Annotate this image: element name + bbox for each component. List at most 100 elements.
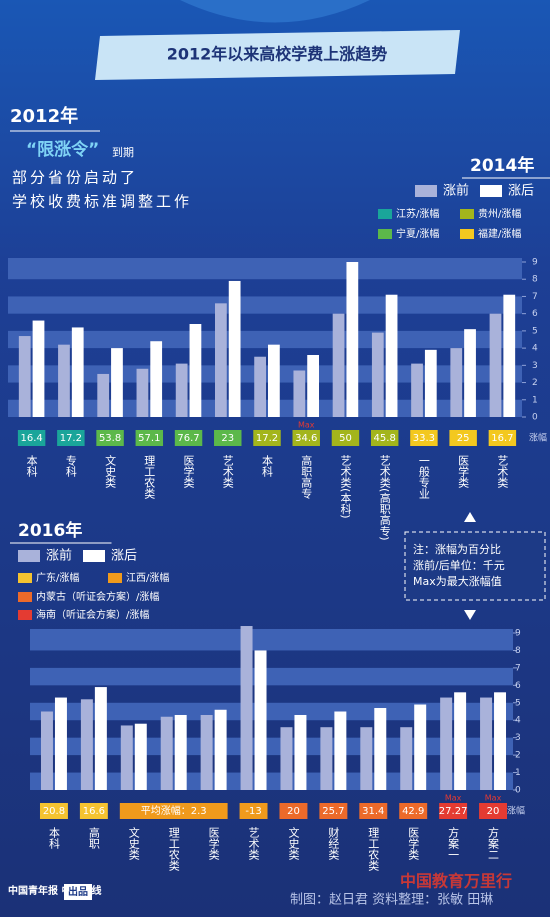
bar [334,711,347,790]
note-arrow-down [464,610,476,620]
bar [332,313,345,417]
bar [503,294,516,417]
grid-stripe [30,772,513,790]
bar [32,320,45,417]
bar [174,714,187,790]
x-tick-label vt: 艺术类 [496,455,509,489]
grid-stripe [8,296,522,314]
increase-label: 76.7 [177,433,199,444]
y-tick-label: 2 [532,378,538,388]
bar [136,368,149,417]
province-label: 贵州/涨幅 [478,207,521,220]
bar [280,727,293,790]
bar [414,704,427,790]
x-tick-label vt: 艺术类 [221,455,234,489]
quote-suffix: 到期 [112,146,134,159]
increase-box [96,430,124,446]
chart-title: 2016年 [18,520,82,541]
y-tick-label: 4 [532,344,538,354]
x-tick-label vt: 本科 [25,454,38,477]
x-tick-label vt: 医学类 [182,455,195,489]
increase-label: 27.27 [439,806,468,817]
y-tick-label: 0 [515,786,521,796]
x-tick-label vt: 一般专业 [417,455,430,499]
increase-label: 25 [457,433,470,444]
x-tick-label vt: 艺术类(本科) [339,455,352,519]
legend-swatch [415,185,437,197]
y-tick-label: 3 [532,361,538,371]
chart-title: 2014年 [470,155,534,176]
increase-unit: 涨幅 [529,432,547,444]
legend-label: 涨前 [46,548,72,564]
x-tick-label vt: 高职 [87,826,100,850]
province-label: 海南（听证会方案）/涨幅 [36,608,149,621]
bar [97,373,110,417]
credits: 制图：赵日君 资料整理：张敏 田琳 [290,893,493,908]
province-swatch [108,573,122,583]
increase-box [439,803,468,819]
increase-label: 31.4 [362,806,384,817]
province-swatch [378,229,392,239]
increase-label: 50 [339,433,352,444]
province-label: 江西/涨幅 [126,571,169,584]
bar [400,727,413,790]
note-box [404,531,546,601]
increase-box [410,430,438,446]
increase-box [399,803,428,819]
increase-label: 45.8 [374,433,396,444]
y-tick-label: 3 [515,733,521,743]
increase-box [214,430,242,446]
x-tick-label vt: 高职高专 [300,454,313,500]
province-swatch [378,209,392,219]
increase-box [449,430,477,446]
bar [371,332,384,417]
x-tick-label vt: 文史类 [287,826,300,861]
x-tick-label vt: 本科 [47,826,60,849]
increase-label: 16.6 [83,806,105,817]
increase-unit: 涨幅 [507,805,525,817]
increase-box [331,430,360,446]
bar [464,329,476,417]
bar [480,697,493,790]
bar [214,709,227,790]
note-line: 注：涨幅为百分比 [413,542,501,556]
increase-label: 23 [221,433,234,444]
x-tick-label vt: 本科 [261,454,274,477]
bar [424,349,437,417]
y-tick-label: 9 [515,629,521,639]
increase-label: -13 [245,806,261,817]
bar [294,714,307,790]
province-label: 宁夏/涨幅 [396,227,439,240]
increase-box [135,430,164,446]
x-tick-label vt: 文史类 [104,454,117,489]
bar [189,324,202,417]
increase-box [488,430,517,446]
legend-label: 涨后 [111,549,137,564]
max-label: Max [445,794,462,803]
bar [254,356,266,417]
province-label: 福建/涨幅 [478,227,521,240]
bar [454,692,467,790]
note-line: Max为最大涨幅值 [413,574,502,588]
bar [240,626,253,790]
y-tick-label: 0 [532,413,538,423]
increase-box [359,803,388,819]
y-tick-label: 6 [515,681,521,691]
badge-bg [64,884,92,900]
bar [489,313,502,417]
bar [385,294,398,417]
grid-stripe [30,633,513,651]
bar [54,697,67,790]
bar [293,370,306,417]
bar [120,725,133,790]
x-tick-label vt: 理工农类 [367,827,380,872]
bar [307,355,319,417]
bar [215,303,227,417]
bar [360,727,373,790]
increase-label: 53.8 [99,433,121,444]
year-2012: 2012年 [10,105,78,127]
bar [374,708,387,790]
increase-box [39,803,68,819]
x-tick-label vt: 文史类 [127,826,140,861]
